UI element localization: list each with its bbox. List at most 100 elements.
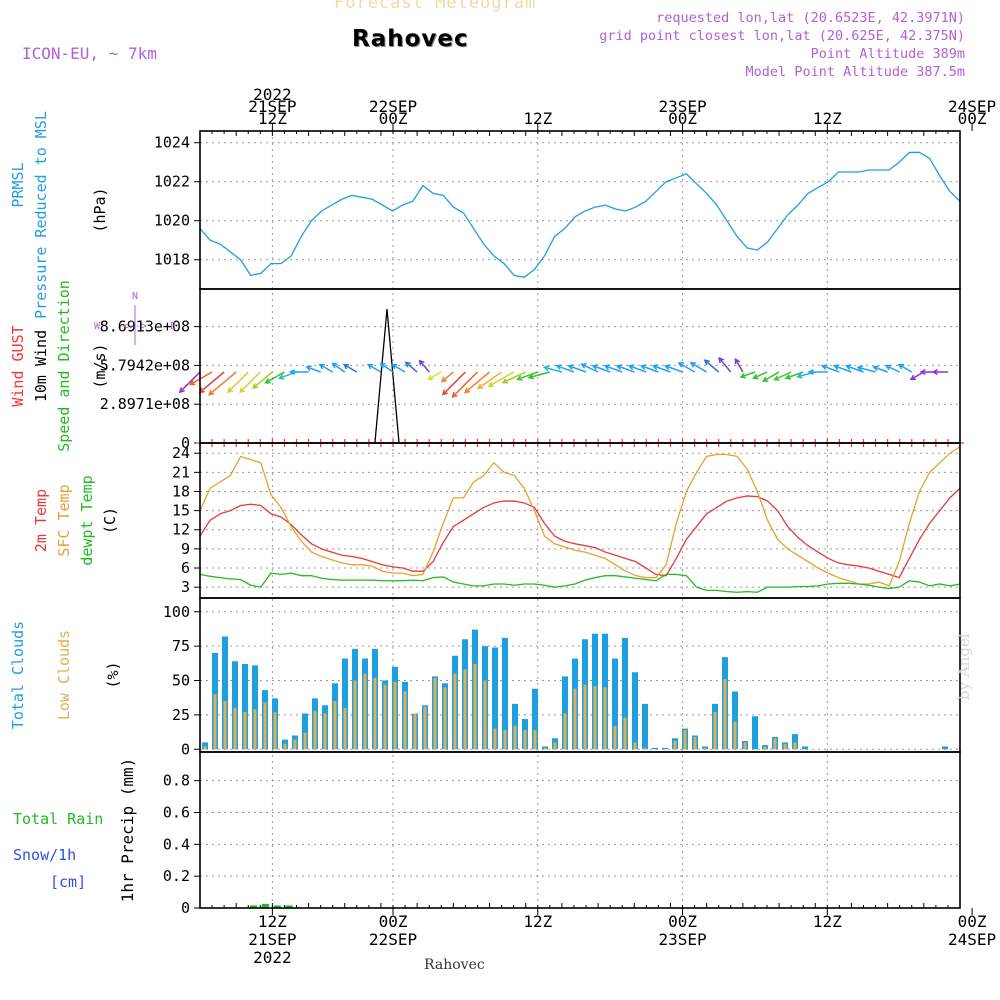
temperature-axis-label: dewpt Temp xyxy=(78,475,96,565)
total-cloud-bar xyxy=(752,716,758,750)
wind-arrow-head xyxy=(418,359,425,366)
low-cloud-bar xyxy=(213,694,217,750)
time-label-top: 12Z xyxy=(813,109,842,128)
wind-arrow-head xyxy=(651,364,659,371)
wind-arrow xyxy=(641,365,659,373)
rain-bar xyxy=(249,905,257,908)
time-label-top: 2022 xyxy=(253,85,292,104)
wind-arrow xyxy=(797,371,816,378)
wind-arrow-head xyxy=(718,356,725,364)
clouds-ytick-label: 100 xyxy=(163,603,190,621)
wind-arrow-head xyxy=(477,383,484,390)
low-cloud-bar xyxy=(483,680,487,750)
temperature-ytick-label: 12 xyxy=(172,521,190,539)
wind-arrow xyxy=(704,359,720,373)
wind-arrow xyxy=(834,365,852,373)
compass-e: E xyxy=(170,321,176,332)
wind-arrow-head xyxy=(305,365,312,372)
precipitation-panel-frame xyxy=(199,751,961,909)
low-cloud-bar xyxy=(743,742,747,750)
time-label-top: 00Z xyxy=(958,109,987,128)
wind-arrow-head xyxy=(603,364,611,371)
wind-arrow-head xyxy=(342,363,350,370)
wind-arrow-head xyxy=(390,363,398,370)
wind-arrow-head xyxy=(909,374,917,381)
low-cloud-bar xyxy=(253,709,257,750)
wind-ytick-label: 0 xyxy=(181,434,190,452)
wind-arrow-head xyxy=(820,364,828,371)
wind-arrow xyxy=(419,360,430,373)
wind-arrow-head xyxy=(919,368,926,376)
total-cloud-bar xyxy=(242,664,248,750)
wind-arrow xyxy=(718,357,732,373)
wind-arrow xyxy=(678,362,695,373)
wind-arrow xyxy=(319,363,334,373)
time-label-bottom: 21SEP xyxy=(248,930,296,949)
clouds-axis-label: Low Clouds xyxy=(55,630,73,720)
low-cloud-bar xyxy=(513,725,517,750)
wind-arrow xyxy=(528,371,551,379)
dewpoint-line xyxy=(199,572,961,593)
total-cloud-bar xyxy=(252,665,258,750)
wind-arrow-head xyxy=(567,364,574,371)
time-label-top: 00Z xyxy=(379,109,408,128)
low-cloud-bar xyxy=(283,743,287,750)
low-cloud-bar xyxy=(593,686,597,750)
low-cloud-bar xyxy=(773,738,777,750)
wind-arrow-head xyxy=(277,373,285,380)
total-cloud-bar xyxy=(792,734,798,750)
wind-arrow-head xyxy=(555,364,562,371)
wind-arrow-head xyxy=(487,381,495,387)
wind-arrow xyxy=(428,371,442,381)
rain-bar xyxy=(261,903,269,908)
total-cloud-bar xyxy=(532,688,538,750)
wind-arrow-head xyxy=(542,365,550,372)
wind-arrow xyxy=(199,371,225,394)
wind-arrow xyxy=(592,365,611,373)
wind-arrow xyxy=(734,358,744,373)
wind-arrow-head xyxy=(931,368,938,376)
wind-arrow xyxy=(898,363,913,373)
wind-arrow-head xyxy=(663,364,671,371)
wind-arrow-head xyxy=(761,376,769,382)
pressure-ytick-label: 1022 xyxy=(154,173,190,191)
wind-arrow-head xyxy=(832,364,840,371)
clouds-axis-label: (%) xyxy=(104,661,122,688)
wind-arrow xyxy=(306,366,321,373)
temp-2m-line xyxy=(199,487,961,579)
temperature-ytick-label: 3 xyxy=(181,578,190,596)
pressure-axis-label: (hPa) xyxy=(91,187,109,232)
low-cloud-bar xyxy=(243,712,247,750)
clouds-ytick-label: 0 xyxy=(181,740,190,758)
wind-arrow xyxy=(616,365,635,373)
low-cloud-bar xyxy=(343,708,347,750)
wind-axis-label: Wind GUST xyxy=(9,325,27,406)
snow-unit-label: [cm] xyxy=(50,873,86,891)
low-cloud-bar xyxy=(473,664,477,750)
wind-arrow xyxy=(179,371,201,393)
wind-arrow-head xyxy=(331,362,338,369)
wind-arrow xyxy=(464,371,491,394)
total-cloud-bar xyxy=(302,713,308,750)
wind-ytick-label: 5.7942e+08 xyxy=(100,356,190,374)
wind-arrow xyxy=(208,371,237,396)
wind-arrow-head xyxy=(227,387,234,394)
low-cloud-bar xyxy=(633,742,637,750)
temperature-ytick-label: 18 xyxy=(172,482,190,500)
precip-ytick-label: 0.4 xyxy=(163,835,190,853)
wind-arrow-head xyxy=(773,375,780,381)
wind-arrow-head xyxy=(807,368,814,376)
time-label-bottom: 12Z xyxy=(523,912,552,931)
wind-arrow xyxy=(265,371,285,384)
wind-arrow xyxy=(665,365,683,373)
low-cloud-bar xyxy=(713,712,717,750)
snow-label: Snow/1h xyxy=(13,846,76,864)
wind-arrow xyxy=(502,371,527,384)
wind-axis-label: (m/s) xyxy=(91,343,109,388)
temperature-ytick-label: 6 xyxy=(181,559,190,577)
low-cloud-bar xyxy=(793,742,797,750)
wind-arrow-head xyxy=(739,372,747,379)
wind-arrow-head xyxy=(796,372,803,379)
low-cloud-bar xyxy=(303,732,307,750)
low-cloud-bar xyxy=(293,739,297,750)
